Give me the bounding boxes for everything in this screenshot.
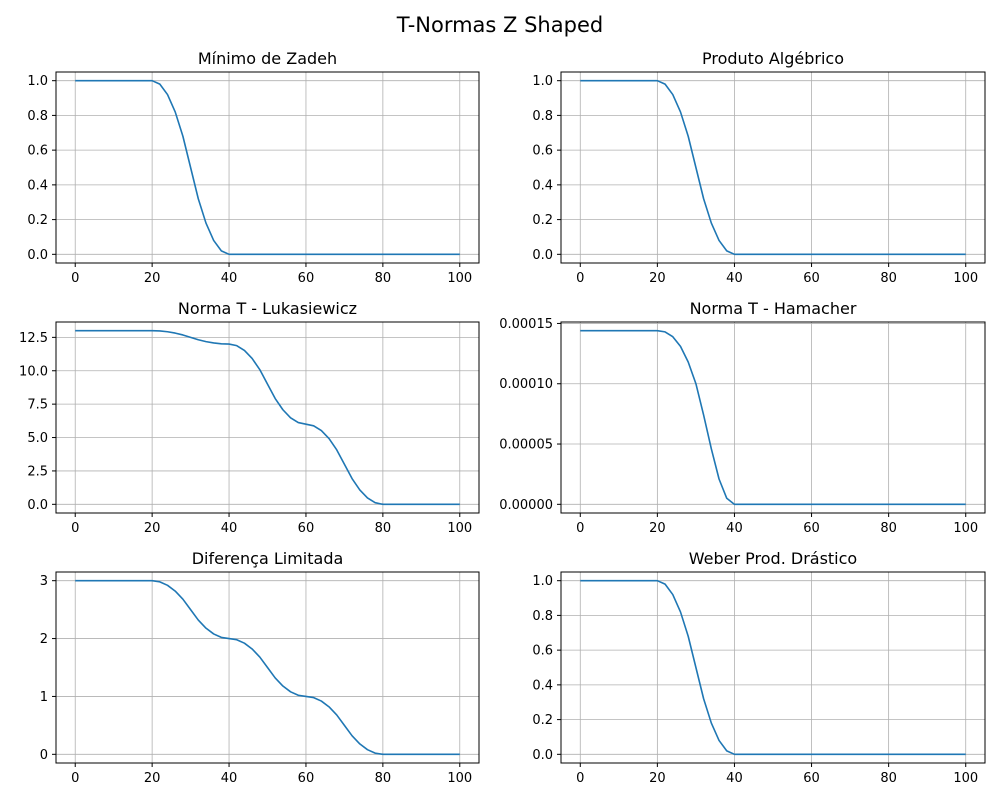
y-tick-label: 0.0	[27, 248, 48, 263]
y-tick-label: 3	[40, 574, 48, 589]
x-tick-label: 100	[953, 271, 978, 286]
y-tick-label: 0.0	[27, 498, 48, 513]
subplot-title: Norma T - Hamacher	[690, 299, 857, 318]
y-tick-label: 0.00005	[499, 438, 553, 453]
x-tick-label: 80	[375, 271, 392, 286]
subplot-6: 0 20 40 60 80 100 0.0 0.2 0.4 0.6 0.8 1.0 Weber Prod…	[532, 549, 986, 786]
x-tick-label: 40	[726, 521, 743, 536]
x-tick-label: 100	[447, 521, 472, 536]
y-tick-label: 1.0	[532, 574, 553, 589]
series-line	[580, 79, 966, 256]
y-tick-label: 0.0	[532, 748, 553, 763]
subplot-title: Produto Algébrico	[702, 49, 844, 68]
x-tick-label: 60	[298, 771, 315, 786]
x-tick-label: 0	[71, 521, 79, 536]
series-line	[75, 329, 460, 506]
x-tick-label: 0	[71, 271, 79, 286]
subplot-title: Mínimo de Zadeh	[198, 49, 337, 68]
x-tick-label: 20	[144, 771, 161, 786]
x-tick-label: 80	[375, 771, 392, 786]
x-tick-label: 0	[576, 521, 584, 536]
x-tick-label: 40	[221, 521, 238, 536]
x-tick-label: 20	[649, 521, 666, 536]
x-tick-label: 100	[447, 271, 472, 286]
y-tick-label: 7.5	[27, 398, 48, 413]
x-tick-label: 100	[953, 771, 978, 786]
y-tick-label: 0.2	[532, 213, 553, 228]
axes-frame	[55, 321, 480, 514]
x-tick-label: 60	[803, 771, 820, 786]
y-tick-label: 0.00000	[499, 498, 553, 513]
y-tick-label: 0.00015	[499, 317, 553, 332]
x-tick-label: 0	[576, 271, 584, 286]
x-tick-label: 80	[880, 521, 897, 536]
subplot-title: Diferença Limitada	[192, 549, 344, 568]
axes-frame	[55, 71, 480, 264]
x-tick-label: 80	[375, 521, 392, 536]
y-tick-label: 12.5	[19, 331, 48, 346]
y-tick-label: 0.8	[27, 109, 48, 124]
subplot-2: 0 20 40 60 80 100 0.0 0.2 0.4 0.6 0.8 1.0 Produto Al…	[532, 49, 986, 286]
x-tick-label: 80	[880, 271, 897, 286]
x-tick-label: 20	[144, 521, 161, 536]
axes-frame	[560, 71, 986, 264]
figure-title: T-Normas Z Shaped	[396, 13, 603, 37]
x-tick-label: 80	[880, 771, 897, 786]
x-tick-label: 40	[726, 771, 743, 786]
y-tick-label: 1	[40, 690, 48, 705]
x-tick-label: 20	[144, 271, 161, 286]
x-tick-label: 40	[221, 771, 238, 786]
y-tick-label: 0.6	[532, 644, 553, 659]
x-tick-label: 0	[71, 771, 79, 786]
x-tick-label: 0	[576, 771, 584, 786]
y-tick-label: 1.0	[532, 74, 553, 89]
series-line	[580, 579, 966, 756]
y-tick-label: 0.00010	[499, 377, 553, 392]
y-tick-label: 0.6	[27, 144, 48, 159]
subplot-title: Norma T - Lukasiewicz	[178, 299, 357, 318]
axes-frame	[560, 571, 986, 764]
x-tick-label: 20	[649, 271, 666, 286]
x-tick-label: 100	[953, 521, 978, 536]
y-tick-label: 2	[40, 632, 48, 647]
y-tick-label: 0.8	[532, 109, 553, 124]
x-tick-label: 40	[726, 271, 743, 286]
y-tick-label: 0.0	[532, 248, 553, 263]
axes-frame	[560, 321, 986, 514]
subplot-1: 0 20 40 60 80 100 0.0 0.2 0.4 0.6 0.8 1.0 Mínimo de …	[27, 49, 480, 286]
y-tick-label: 0.4	[27, 178, 48, 193]
y-tick-label: 0	[40, 748, 48, 763]
y-tick-label: 0.4	[532, 678, 553, 693]
x-tick-label: 40	[221, 271, 238, 286]
series-line	[75, 79, 460, 256]
subplot-title: Weber Prod. Drástico	[689, 549, 857, 568]
x-tick-label: 60	[298, 521, 315, 536]
y-tick-label: 5.0	[27, 431, 48, 446]
axes-frame	[55, 571, 480, 764]
y-tick-label: 0.8	[532, 609, 553, 624]
series-line	[580, 329, 966, 506]
y-tick-label: 2.5	[27, 464, 48, 479]
y-tick-label: 0.2	[532, 713, 553, 728]
subplot-5: 0 20 40 60 80 100 0 1 2 3 Diferença Limitada	[40, 549, 480, 786]
y-tick-label: 0.4	[532, 178, 553, 193]
series-line	[75, 579, 460, 756]
x-tick-label: 60	[298, 271, 315, 286]
y-tick-label: 1.0	[27, 74, 48, 89]
y-tick-label: 10.0	[19, 364, 48, 379]
subplot-3: 0 20 40 60 80 100 0.0 2.5 5.0 7.5 10.0 12.5 Norma T …	[19, 299, 480, 536]
x-tick-label: 60	[803, 521, 820, 536]
y-tick-label: 0.2	[27, 213, 48, 228]
y-tick-label: 0.6	[532, 144, 553, 159]
x-tick-label: 60	[803, 271, 820, 286]
subplot-4: 0 20 40 60 80 100 0.00000 0.00005 0.00010 0.00015…	[499, 299, 986, 536]
x-tick-label: 20	[649, 771, 666, 786]
x-tick-label: 100	[447, 771, 472, 786]
